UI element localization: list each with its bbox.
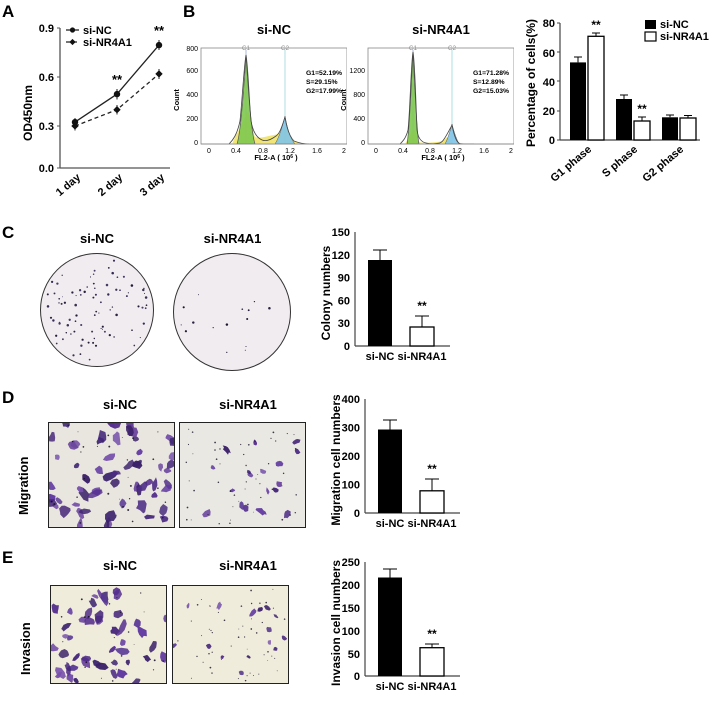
svg-text:FL2-A ( 106 ): FL2-A ( 106 ) [254,153,298,162]
svg-text:Colony numbers: Colony numbers [320,245,333,340]
svg-text:Invasion cell numbers: Invasion cell numbers [330,560,343,686]
svg-text:S=12.89%: S=12.89% [473,79,505,86]
svg-text:G2: G2 [448,46,457,52]
svg-text:si-NC: si-NC [376,681,405,693]
svg-text:20: 20 [543,106,555,118]
svg-text:S phase: S phase [600,144,640,180]
svg-text:0: 0 [344,341,350,353]
svg-text:400: 400 [353,116,365,123]
svg-text:0.4: 0.4 [231,148,241,155]
svg-text:0: 0 [354,508,360,520]
svg-text:60: 60 [338,295,350,307]
svg-text:0: 0 [194,140,198,147]
svg-text:0: 0 [354,671,360,683]
svg-text:200: 200 [342,580,360,592]
svg-text:**: ** [417,299,427,313]
svg-text:50: 50 [348,649,360,661]
svg-text:0: 0 [207,148,211,155]
svg-text:G1 phase: G1 phase [548,144,594,185]
svg-text:Count: Count [340,89,348,111]
svg-text:2: 2 [509,148,513,155]
svg-text:1200: 1200 [349,68,365,75]
svg-text:3 day: 3 day [138,171,168,199]
svg-text:0.4: 0.4 [398,148,408,155]
svg-text:2 day: 2 day [96,171,126,199]
svg-text:si-NC: si-NC [376,518,405,530]
svg-text:800: 800 [353,92,365,99]
svg-text:80: 80 [543,18,555,30]
svg-text:si-NR4A1: si-NR4A1 [398,351,447,363]
svg-text:300: 300 [342,423,360,435]
svg-text:si-NR4A1: si-NR4A1 [408,518,457,530]
svg-text:200: 200 [186,116,198,123]
svg-text:1 day: 1 day [54,171,84,199]
svg-text:G1=71.28%: G1=71.28% [473,70,509,77]
svg-text:si-NR4A1: si-NR4A1 [83,37,132,49]
svg-text:si-NR4A1: si-NR4A1 [408,681,457,693]
svg-text:**: ** [637,102,647,116]
svg-text:40: 40 [543,77,555,89]
svg-text:120: 120 [332,250,350,262]
svg-text:400: 400 [342,395,360,406]
svg-text:0.3: 0.3 [39,121,54,133]
svg-text:Count: Count [173,89,181,111]
svg-text:150: 150 [342,603,360,615]
svg-text:G1=52.19%: G1=52.19% [306,70,342,77]
svg-text:100: 100 [342,626,360,638]
svg-text:600: 600 [186,68,198,75]
svg-text:si-NC: si-NC [83,25,112,37]
svg-text:0: 0 [361,140,365,147]
svg-text:0: 0 [549,135,555,147]
svg-text:1.6: 1.6 [479,148,489,155]
svg-text:400: 400 [186,92,198,99]
svg-text:0.0: 0.0 [39,163,54,175]
svg-text:Percentage of cells(%): Percentage of cells(%) [525,19,538,147]
svg-text:100: 100 [342,480,360,492]
svg-text:150: 150 [332,228,350,239]
svg-text:1.6: 1.6 [312,148,322,155]
svg-text:90: 90 [338,273,350,285]
svg-text:0.6: 0.6 [39,72,54,84]
svg-text:G1: G1 [242,46,251,52]
svg-text:**: ** [427,462,437,476]
svg-text:0: 0 [374,148,378,155]
svg-text:**: ** [154,23,165,38]
svg-text:G2=17.99%: G2=17.99% [306,88,342,95]
svg-text:si-NR4A1: si-NR4A1 [660,31,709,43]
svg-text:**: ** [112,72,123,87]
svg-text:si-NC: si-NC [366,351,395,363]
svg-text:60: 60 [543,48,555,60]
svg-text:G2=15.03%: G2=15.03% [473,88,509,95]
svg-text:250: 250 [342,558,360,569]
svg-text:200: 200 [342,451,360,463]
svg-text:**: ** [427,627,437,641]
svg-text:G1: G1 [409,46,418,52]
svg-text:0.9: 0.9 [39,23,54,35]
svg-text:S=29.15%: S=29.15% [306,79,338,86]
svg-text:Migration cell numbers: Migration cell numbers [330,395,343,526]
svg-text:si-NC: si-NC [660,19,689,31]
svg-text:**: ** [591,18,601,32]
svg-text:G2: G2 [281,46,290,52]
svg-text:FL2-A ( 106 ): FL2-A ( 106 ) [421,153,465,162]
svg-text:30: 30 [338,318,350,330]
svg-text:OD450nm: OD450nm [21,85,35,141]
svg-text:800: 800 [186,46,198,53]
svg-text:G2 phase: G2 phase [640,144,686,185]
